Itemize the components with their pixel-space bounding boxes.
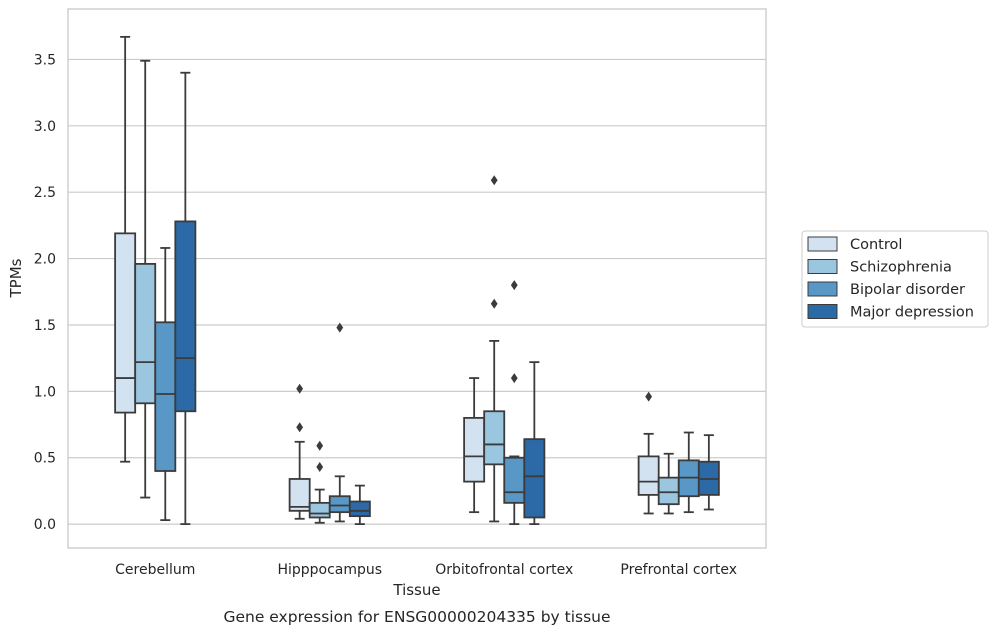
box-major-depression bbox=[348, 484, 371, 526]
y-tick-label: 3.0 bbox=[34, 119, 56, 135]
outlier-point bbox=[296, 422, 304, 433]
box-schizophrenia bbox=[134, 59, 157, 499]
box-schizophrenia bbox=[308, 440, 331, 524]
box-control bbox=[288, 383, 311, 520]
iqr-box bbox=[483, 410, 506, 466]
iqr-box bbox=[154, 321, 177, 472]
box-schizophrenia bbox=[657, 452, 680, 515]
outlier-point bbox=[510, 280, 518, 291]
legend-frame bbox=[801, 230, 989, 328]
iqr-box bbox=[463, 416, 486, 483]
outlier-point bbox=[490, 298, 498, 309]
box-control bbox=[637, 391, 660, 515]
x-tick-label: Prefrontal cortex bbox=[620, 562, 737, 578]
legend-swatch bbox=[807, 236, 838, 252]
x-tick-label: Cerebellum bbox=[115, 562, 195, 578]
iqr-box bbox=[308, 501, 331, 519]
iqr-box bbox=[174, 220, 197, 413]
y-tick-label: 0.5 bbox=[34, 451, 56, 467]
figure-caption: Gene expression for ENSG00000204335 by t… bbox=[223, 608, 610, 626]
box-control bbox=[114, 35, 137, 463]
y-axis-label: TPMs bbox=[7, 258, 25, 298]
x-axis-label: Tissue bbox=[392, 581, 440, 599]
box-groups bbox=[114, 35, 720, 526]
outlier-point bbox=[316, 462, 324, 473]
box-bipolar-disorder bbox=[154, 247, 177, 522]
iqr-box bbox=[348, 500, 371, 518]
box-schizophrenia bbox=[483, 175, 506, 523]
legend-label: Control bbox=[850, 237, 902, 253]
outlier-point bbox=[296, 383, 304, 394]
outlier-point bbox=[645, 391, 653, 402]
legend-label: Schizophrenia bbox=[850, 260, 952, 276]
outlier-point bbox=[316, 440, 324, 451]
plot-frame bbox=[67, 8, 767, 549]
legend-swatch bbox=[807, 259, 838, 274]
y-tick-label: 2.0 bbox=[34, 252, 56, 268]
y-tick-label: 2.5 bbox=[34, 185, 56, 201]
box-bipolar-disorder bbox=[677, 431, 700, 514]
box-control bbox=[463, 377, 486, 514]
y-tick-label: 3.5 bbox=[34, 52, 56, 68]
iqr-box bbox=[134, 262, 157, 405]
legend: Control Schizophrenia Bipolar disorder Majo… bbox=[801, 230, 989, 328]
box-bipolar-disorder bbox=[328, 322, 351, 523]
outlier-point bbox=[490, 175, 498, 186]
y-tick-label: 1.5 bbox=[34, 318, 56, 334]
iqr-box bbox=[523, 438, 546, 519]
legend-swatch bbox=[807, 304, 838, 319]
iqr-box bbox=[657, 476, 680, 506]
y-axis-ticks: 0.0 0.5 1.0 1.5 2.0 2.5 3.0 3.5 bbox=[34, 52, 56, 533]
x-tick-label: Hipppocampus bbox=[277, 562, 382, 578]
y-tick-label: 1.0 bbox=[34, 384, 56, 400]
box-major-depression bbox=[697, 434, 720, 511]
outlier-point bbox=[336, 322, 344, 333]
legend-label: Bipolar disorder bbox=[850, 282, 965, 298]
x-tick-label: Orbitofrontal cortex bbox=[435, 562, 573, 578]
iqr-box bbox=[328, 495, 351, 514]
outlier-point bbox=[510, 373, 518, 384]
iqr-box bbox=[288, 478, 311, 512]
y-tick-label: 0.0 bbox=[34, 517, 56, 533]
iqr-box bbox=[637, 455, 660, 496]
iqr-box bbox=[114, 232, 137, 414]
box-major-depression bbox=[523, 361, 546, 526]
legend-swatch bbox=[807, 281, 838, 297]
x-axis-ticks: Cerebellum Hipppocampus Orbitofrontal cort… bbox=[115, 562, 737, 578]
box-bipolar-disorder bbox=[503, 280, 526, 526]
iqr-box bbox=[503, 456, 526, 504]
legend-label: Major depression bbox=[850, 305, 974, 321]
box-major-depression bbox=[174, 71, 197, 526]
